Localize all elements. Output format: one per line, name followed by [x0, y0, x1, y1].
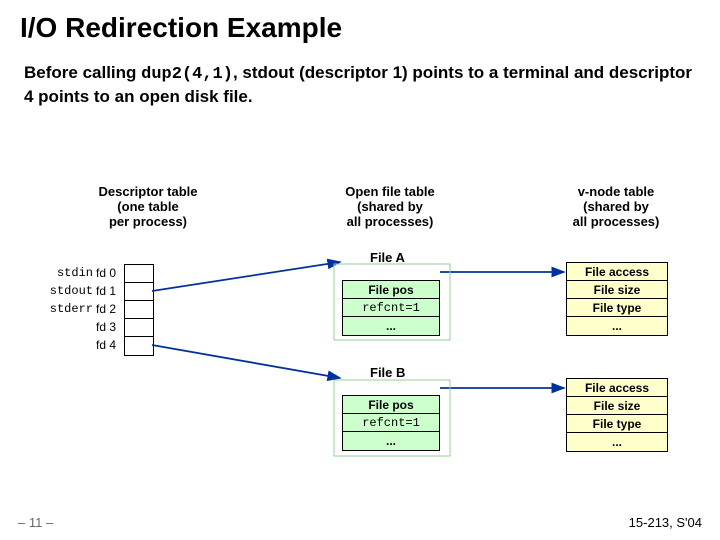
arrow-fd4-to-fileB	[152, 345, 340, 378]
file-b-title: File B	[370, 365, 405, 380]
stderr-label: stderr	[38, 300, 93, 318]
vnode-a-access: File access	[567, 263, 667, 281]
stdio-labels: stdin stdout stderr	[38, 264, 93, 318]
fd4-cell	[125, 337, 153, 355]
fd1-cell	[125, 283, 153, 301]
desc-label-1: Descriptor table	[78, 184, 218, 199]
openfile-table-label: Open file table (shared by all processes…	[320, 184, 460, 229]
file-b-block: File pos refcnt=1 ...	[342, 395, 440, 451]
file-a-block: File pos refcnt=1 ...	[342, 280, 440, 336]
stdin-label: stdin	[38, 264, 93, 282]
vnode-table-label: v-node table (shared by all processes)	[546, 184, 686, 229]
vnode-label-3: all processes)	[546, 214, 686, 229]
fd0-label: fd 0	[96, 264, 116, 282]
desc-label-2: (one table	[78, 199, 218, 214]
descriptor-table	[124, 264, 154, 356]
footer-right: 15-213, S'04	[629, 515, 702, 530]
fd3-cell	[125, 319, 153, 337]
vnode-b-access: File access	[567, 379, 667, 397]
file-a-ref: refcnt=1	[343, 299, 439, 317]
vnode-label-1: v-node table	[546, 184, 686, 199]
vnode-b-block: File access File size File type ...	[566, 378, 668, 452]
vnode-a-size: File size	[567, 281, 667, 299]
file-b-ref: refcnt=1	[343, 414, 439, 432]
vnode-a-type: File type	[567, 299, 667, 317]
desc-before: Before calling	[24, 63, 141, 82]
descriptor-table-label: Descriptor table (one table per process)	[78, 184, 218, 229]
vnode-b-dots: ...	[567, 433, 667, 451]
fd2-cell	[125, 301, 153, 319]
vnode-b-size: File size	[567, 397, 667, 415]
openfile-label-2: (shared by	[320, 199, 460, 214]
vnode-a-block: File access File size File type ...	[566, 262, 668, 336]
fd-names: fd 0 fd 1 fd 2 fd 3 fd 4	[96, 264, 116, 354]
stdout-label: stdout	[38, 282, 93, 300]
openfile-label-3: all processes)	[320, 214, 460, 229]
vnode-b-type: File type	[567, 415, 667, 433]
file-b-pos: File pos	[343, 396, 439, 414]
file-a-pos: File pos	[343, 281, 439, 299]
openfile-label-1: Open file table	[320, 184, 460, 199]
file-a-title: File A	[370, 250, 405, 265]
vnode-label-2: (shared by	[546, 199, 686, 214]
fd3-label: fd 3	[96, 318, 116, 336]
footer-left: – 11 –	[18, 515, 53, 530]
fd0-cell	[125, 265, 153, 283]
fd1-label: fd 1	[96, 282, 116, 300]
fd4-label: fd 4	[96, 336, 116, 354]
file-b-dots: ...	[343, 432, 439, 450]
arrow-fd1-to-fileA	[152, 262, 340, 291]
slide-description: Before calling dup2(4,1), stdout (descri…	[24, 62, 696, 108]
desc-code: dup2(4,1)	[141, 65, 233, 84]
desc-label-3: per process)	[78, 214, 218, 229]
vnode-a-dots: ...	[567, 317, 667, 335]
file-a-dots: ...	[343, 317, 439, 335]
fd2-label: fd 2	[96, 300, 116, 318]
slide-title: I/O Redirection Example	[20, 12, 342, 44]
